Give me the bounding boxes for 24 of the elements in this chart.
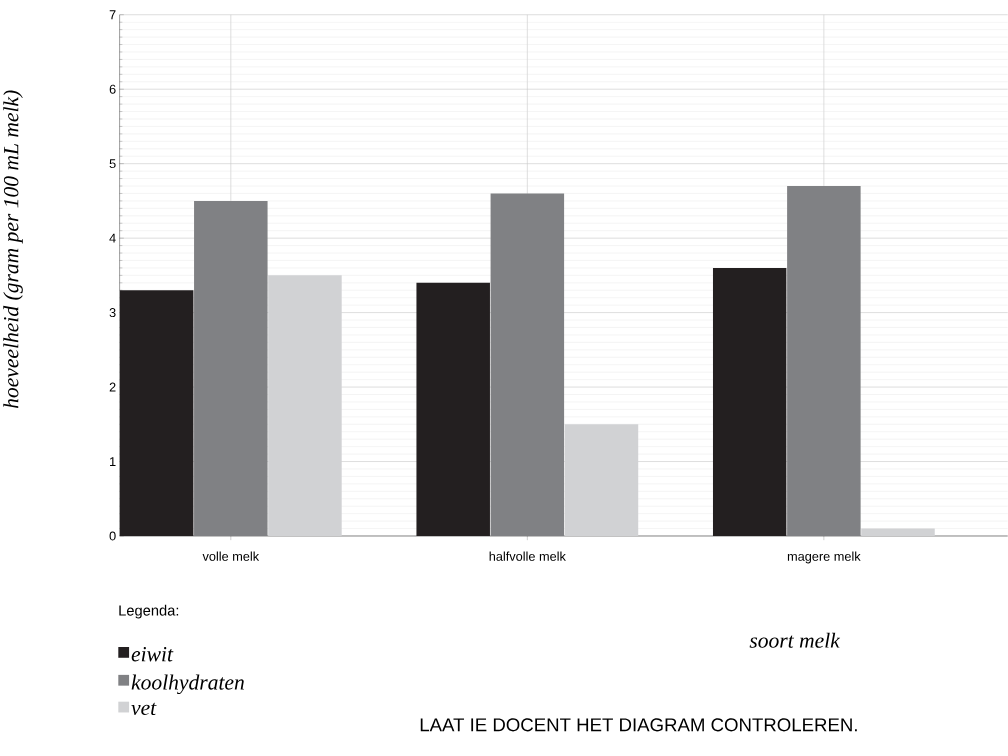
x-tick-label: magere melk [787, 551, 861, 564]
legend-title: Legenda: [119, 604, 179, 619]
legend-label: eiwit [131, 646, 174, 662]
y-tick-label: 5 [109, 159, 116, 168]
x-tick-label: volle melk [202, 551, 260, 561]
y-tick-label: 6 [109, 84, 116, 94]
y-tick-label: 2 [109, 382, 116, 392]
bar [787, 185, 861, 536]
legend-label: vet [131, 702, 157, 715]
bar [490, 193, 565, 536]
legend-label: koolhydraten [131, 674, 244, 694]
y-tick-label: 1 [110, 457, 116, 466]
x-axis-title: soort melk [749, 632, 841, 648]
y-tick-label: 3 [109, 307, 116, 317]
y-axis-title: hoeveelheid (gram per 100 mL melk) [3, 90, 23, 408]
text: LAAT IE DOCENT HET DIAGRAM CONTROLEREN. [420, 718, 857, 732]
y-tick-label: 4 [109, 233, 116, 243]
bar [194, 200, 268, 536]
bar [416, 282, 490, 536]
bar [119, 290, 194, 536]
x-tick-label: halfvolle melk [489, 551, 566, 561]
y-tick-label: 7 [109, 10, 116, 19]
y-tick-label: 0 [109, 531, 116, 541]
bar [712, 267, 787, 536]
